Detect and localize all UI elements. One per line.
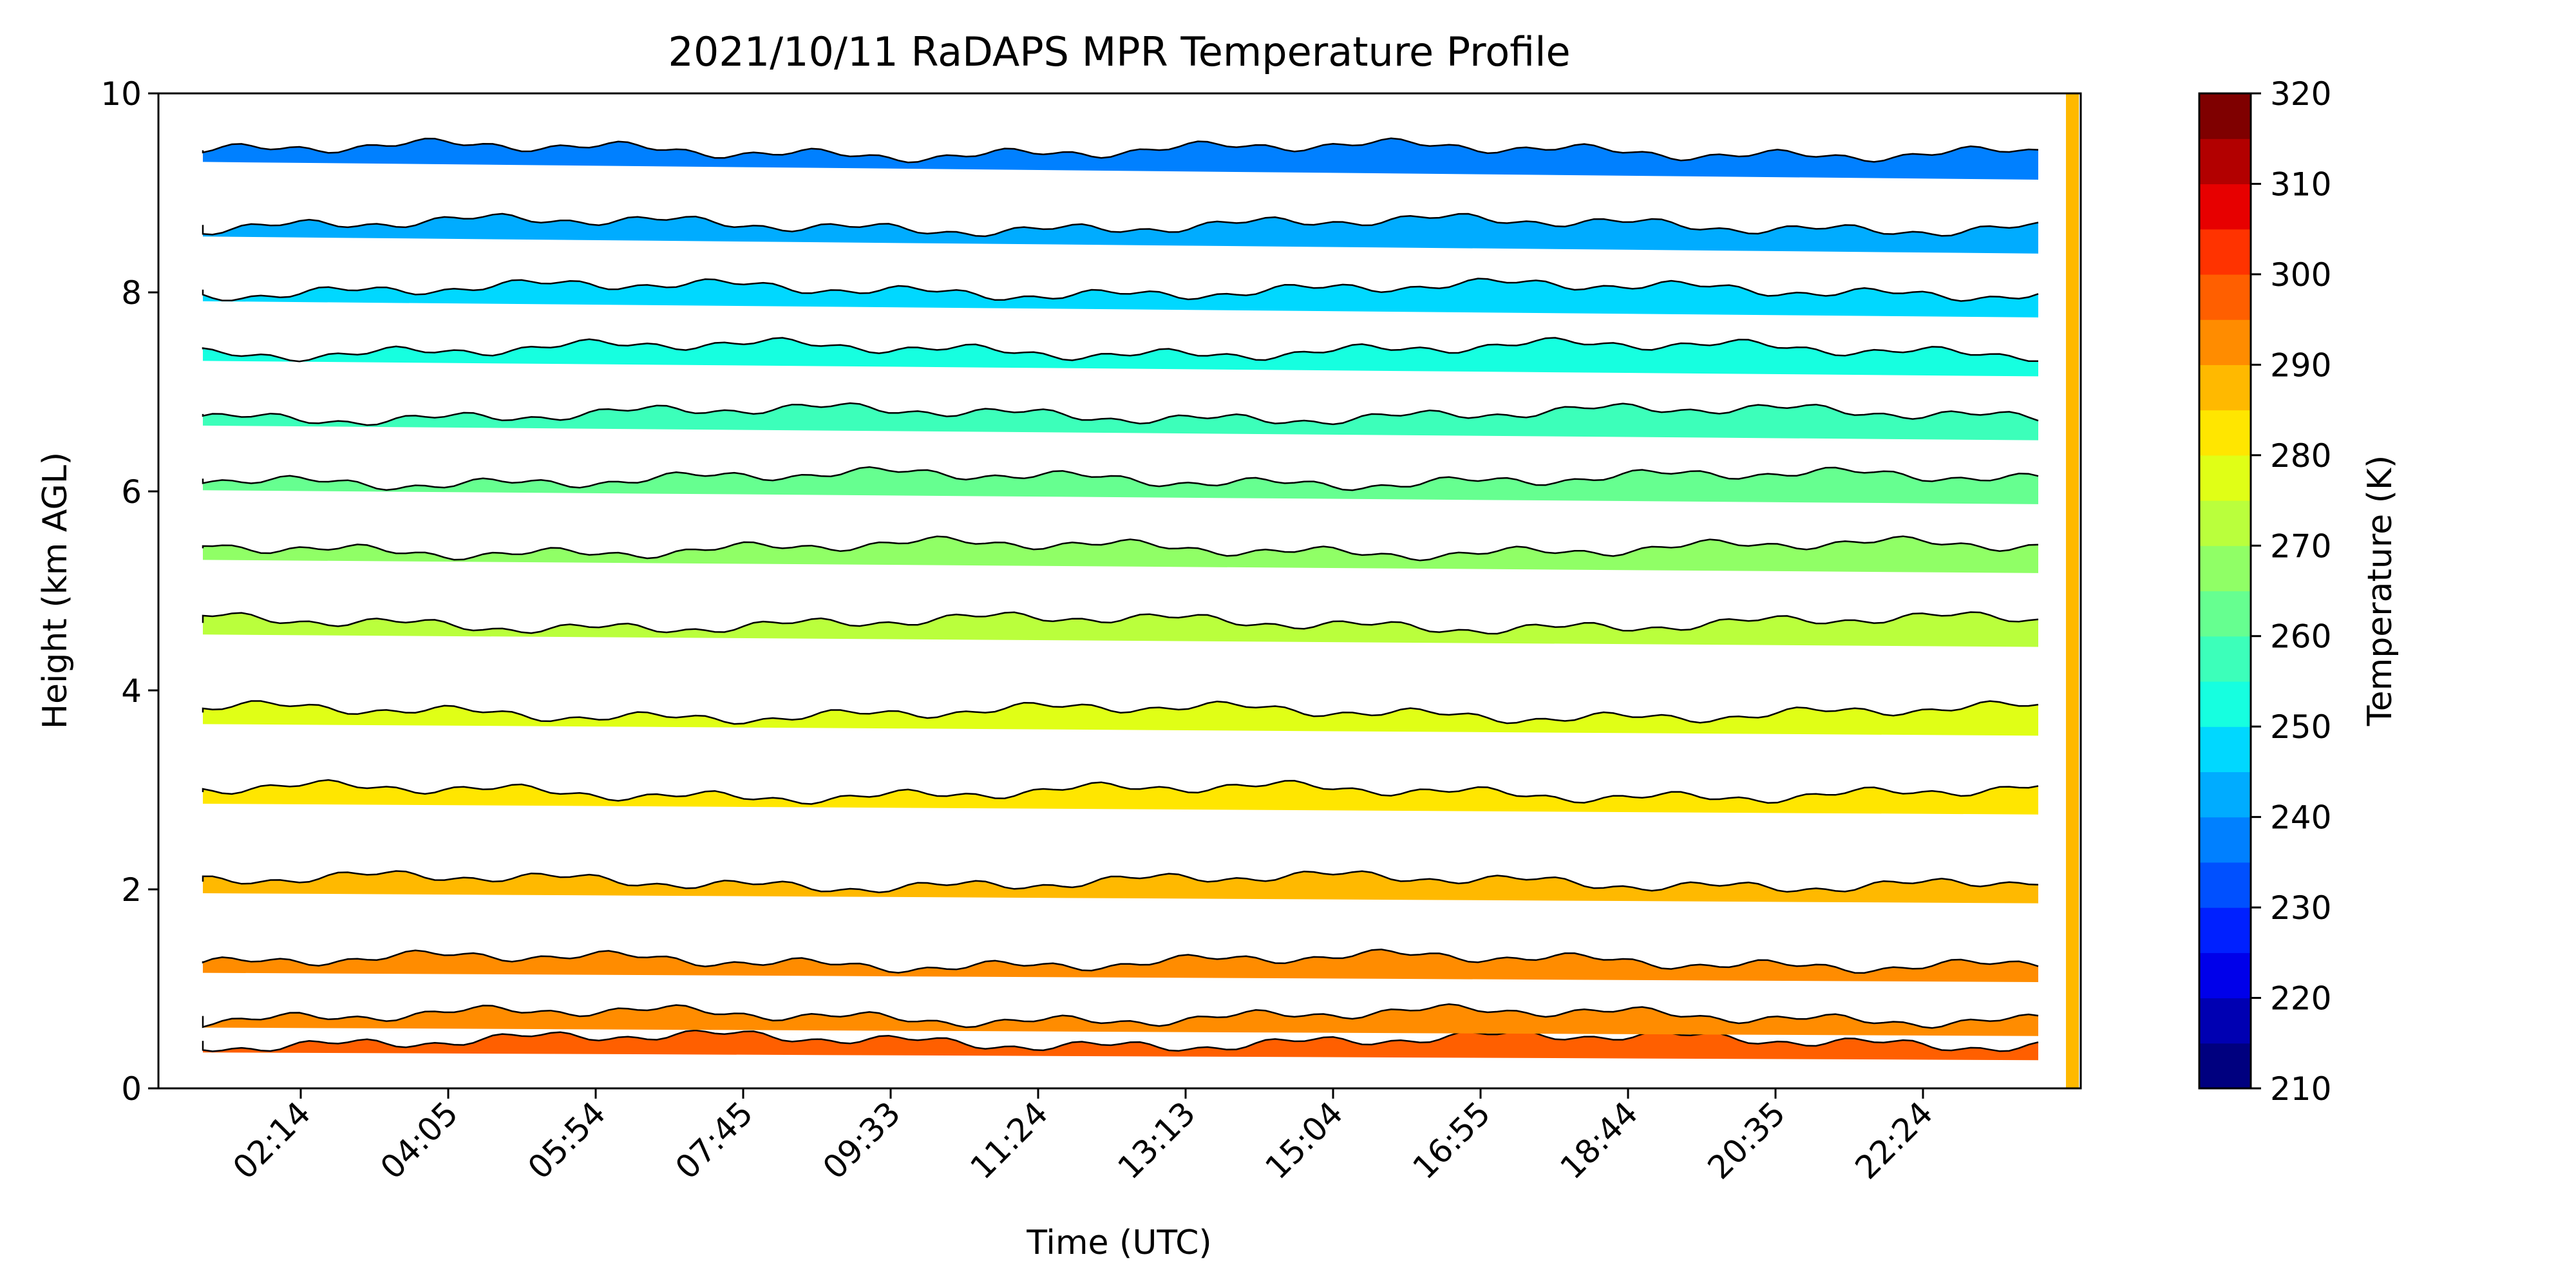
y-tick-label: 0 bbox=[121, 1070, 142, 1108]
temperature-bands bbox=[202, 93, 2079, 1088]
colorbar-segment bbox=[2199, 862, 2251, 908]
contour-line bbox=[202, 949, 2039, 974]
temperature-band bbox=[203, 536, 2038, 573]
colorbar-segment bbox=[2199, 726, 2251, 773]
colorbar-segment bbox=[2199, 952, 2251, 999]
colorbar-segment bbox=[2199, 636, 2251, 682]
contour-line bbox=[202, 611, 2039, 635]
chart-title: 2021/10/11 RaDAPS MPR Temperature Profil… bbox=[668, 28, 1570, 75]
temperature-band bbox=[203, 780, 2038, 815]
colorbar-tick-label: 250 bbox=[2270, 708, 2331, 746]
colorbar-segment bbox=[2199, 274, 2251, 320]
y-tick-label: 6 bbox=[121, 473, 142, 511]
colorbar-segment bbox=[2199, 998, 2251, 1044]
contour-line bbox=[202, 137, 2039, 164]
colorbar-tick-label: 210 bbox=[2270, 1070, 2331, 1108]
contour-line bbox=[202, 700, 2039, 725]
x-tick-label: 13:13 bbox=[1111, 1094, 1203, 1186]
contour-line bbox=[202, 1003, 2039, 1029]
x-axis: 02:14 04:05 05:54 07:45 09:33 11:24 13:13 15:04… bbox=[226, 1088, 1940, 1186]
colorbar-segment bbox=[2199, 681, 2251, 727]
y-tick-label: 4 bbox=[121, 672, 142, 710]
x-axis-label: Time (UTC) bbox=[1026, 1224, 1211, 1262]
contour-line bbox=[202, 402, 2039, 426]
colorbar-tick-label: 260 bbox=[2270, 618, 2331, 656]
temperature-band bbox=[203, 403, 2038, 440]
colorbar-tick-label: 220 bbox=[2270, 980, 2331, 1018]
contour-line bbox=[202, 870, 2039, 893]
colorbar-tick-label: 230 bbox=[2270, 889, 2331, 927]
colorbar-segment bbox=[2199, 410, 2251, 456]
plot-background bbox=[158, 93, 2081, 1088]
contour-line bbox=[202, 779, 2039, 805]
colorbar-segment bbox=[2199, 500, 2251, 546]
x-tick-label: 16:55 bbox=[1406, 1094, 1498, 1186]
colorbar-tick-label: 270 bbox=[2270, 527, 2331, 565]
contour-line bbox=[202, 535, 2039, 562]
colorbar-tick-label: 240 bbox=[2270, 799, 2331, 837]
y-tick-label: 8 bbox=[121, 274, 142, 312]
x-tick-label: 15:04 bbox=[1258, 1094, 1350, 1186]
x-tick-label: 18:44 bbox=[1553, 1094, 1645, 1186]
temperature-band bbox=[203, 1004, 2038, 1036]
colorbar-segment bbox=[2199, 772, 2251, 818]
x-tick-label: 07:45 bbox=[668, 1094, 761, 1186]
x-tick-label: 22:24 bbox=[1848, 1094, 1940, 1186]
contour-line bbox=[202, 1029, 2039, 1052]
colorbar-tick-label: 310 bbox=[2270, 166, 2331, 203]
colorbar-segment bbox=[2199, 455, 2251, 501]
colorbar-segment bbox=[2199, 229, 2251, 275]
temperature-band bbox=[203, 337, 2038, 377]
colorbar-segment bbox=[2199, 1043, 2251, 1089]
temperature-band bbox=[203, 871, 2038, 904]
temperature-band bbox=[203, 138, 2038, 180]
colorbar-tick-label: 290 bbox=[2270, 346, 2331, 384]
colorbar: 210 220 230 240 250 260 270 280 290 300 310 320 bbox=[2198, 75, 2331, 1108]
contour-line bbox=[202, 278, 2039, 302]
contour-line bbox=[202, 466, 2039, 491]
colorbar-segment bbox=[2199, 138, 2251, 185]
colorbar-segment bbox=[2199, 545, 2251, 592]
x-tick-label: 20:35 bbox=[1701, 1094, 1793, 1186]
x-tick-label: 02:14 bbox=[226, 1094, 318, 1186]
colorbar-segment bbox=[2199, 907, 2251, 953]
temperature-band bbox=[203, 949, 2038, 982]
x-tick-label: 09:33 bbox=[816, 1094, 908, 1186]
colorbar-tick-label: 280 bbox=[2270, 437, 2331, 475]
y-axis-label: Height (km AGL) bbox=[36, 452, 75, 729]
y-tick-label: 2 bbox=[121, 871, 142, 909]
contour-line bbox=[202, 337, 2038, 363]
y-axis: 0 2 4 6 8 10 bbox=[100, 75, 158, 1108]
colorbar-label: Temperature (K) bbox=[2361, 455, 2400, 727]
colorbar-frame bbox=[2198, 92, 2252, 1090]
temperature-band bbox=[203, 278, 2038, 317]
x-tick-label: 05:54 bbox=[521, 1094, 613, 1186]
colorbar-segment bbox=[2199, 184, 2251, 230]
temperature-band bbox=[203, 612, 2038, 647]
y-tick-label: 10 bbox=[100, 75, 142, 113]
contour-line bbox=[202, 213, 2039, 238]
colorbar-segment bbox=[2199, 319, 2251, 365]
x-tick-label: 11:24 bbox=[963, 1094, 1056, 1186]
temperature-band bbox=[203, 701, 2038, 736]
right-edge-strip bbox=[2066, 93, 2079, 1088]
colorbar-segment bbox=[2199, 591, 2251, 637]
x-tick-label: 04:05 bbox=[374, 1094, 466, 1186]
colorbar-tick-label: 300 bbox=[2270, 256, 2331, 294]
colorbar-segment bbox=[2199, 93, 2251, 139]
colorbar-segment bbox=[2199, 817, 2251, 863]
colorbar-segment bbox=[2199, 365, 2251, 411]
temperature-band bbox=[203, 467, 2038, 504]
plot-frame bbox=[157, 92, 2082, 1090]
colorbar-tick-label: 320 bbox=[2270, 75, 2331, 113]
